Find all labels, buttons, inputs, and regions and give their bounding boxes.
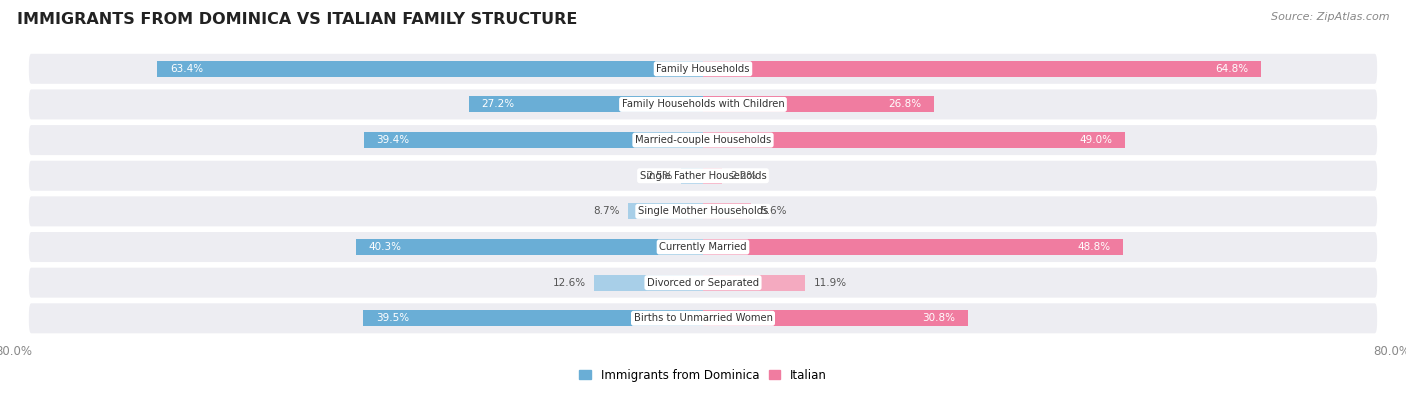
Text: Married-couple Households: Married-couple Households bbox=[636, 135, 770, 145]
FancyBboxPatch shape bbox=[28, 160, 1378, 192]
Text: Source: ZipAtlas.com: Source: ZipAtlas.com bbox=[1271, 12, 1389, 22]
Bar bbox=[628, 203, 703, 219]
Text: 48.8%: 48.8% bbox=[1077, 242, 1111, 252]
Text: 12.6%: 12.6% bbox=[553, 278, 586, 288]
Bar bbox=[595, 275, 703, 291]
FancyBboxPatch shape bbox=[28, 88, 1378, 120]
Text: 40.3%: 40.3% bbox=[368, 242, 402, 252]
Text: Single Father Households: Single Father Households bbox=[640, 171, 766, 181]
Text: Family Households: Family Households bbox=[657, 64, 749, 74]
Bar bbox=[468, 96, 703, 113]
Bar bbox=[703, 239, 1123, 255]
FancyBboxPatch shape bbox=[28, 267, 1378, 299]
Text: 39.4%: 39.4% bbox=[377, 135, 409, 145]
Text: Currently Married: Currently Married bbox=[659, 242, 747, 252]
Bar bbox=[703, 168, 721, 184]
Text: 8.7%: 8.7% bbox=[593, 206, 620, 216]
Text: 64.8%: 64.8% bbox=[1215, 64, 1249, 74]
Bar bbox=[364, 132, 703, 148]
Text: 26.8%: 26.8% bbox=[887, 100, 921, 109]
Text: 30.8%: 30.8% bbox=[922, 313, 955, 324]
Bar bbox=[703, 96, 934, 113]
Text: IMMIGRANTS FROM DOMINICA VS ITALIAN FAMILY STRUCTURE: IMMIGRANTS FROM DOMINICA VS ITALIAN FAMI… bbox=[17, 12, 578, 27]
Bar bbox=[703, 61, 1261, 77]
Bar bbox=[703, 310, 969, 326]
Bar bbox=[363, 310, 703, 326]
Text: 2.2%: 2.2% bbox=[731, 171, 756, 181]
Bar bbox=[703, 203, 751, 219]
FancyBboxPatch shape bbox=[28, 196, 1378, 228]
Text: 49.0%: 49.0% bbox=[1078, 135, 1112, 145]
FancyBboxPatch shape bbox=[28, 124, 1378, 156]
Text: 27.2%: 27.2% bbox=[482, 100, 515, 109]
Bar bbox=[703, 132, 1125, 148]
Text: 63.4%: 63.4% bbox=[170, 64, 202, 74]
Bar bbox=[356, 239, 703, 255]
Bar bbox=[157, 61, 703, 77]
Text: Single Mother Households: Single Mother Households bbox=[638, 206, 768, 216]
Text: Births to Unmarried Women: Births to Unmarried Women bbox=[634, 313, 772, 324]
Text: Family Households with Children: Family Households with Children bbox=[621, 100, 785, 109]
Bar bbox=[703, 275, 806, 291]
Text: 39.5%: 39.5% bbox=[375, 313, 409, 324]
FancyBboxPatch shape bbox=[28, 231, 1378, 263]
Text: 5.6%: 5.6% bbox=[759, 206, 786, 216]
Text: 2.5%: 2.5% bbox=[647, 171, 673, 181]
Text: 11.9%: 11.9% bbox=[814, 278, 848, 288]
Bar bbox=[682, 168, 703, 184]
Text: Divorced or Separated: Divorced or Separated bbox=[647, 278, 759, 288]
Legend: Immigrants from Dominica, Italian: Immigrants from Dominica, Italian bbox=[575, 364, 831, 386]
FancyBboxPatch shape bbox=[28, 302, 1378, 334]
FancyBboxPatch shape bbox=[28, 53, 1378, 85]
